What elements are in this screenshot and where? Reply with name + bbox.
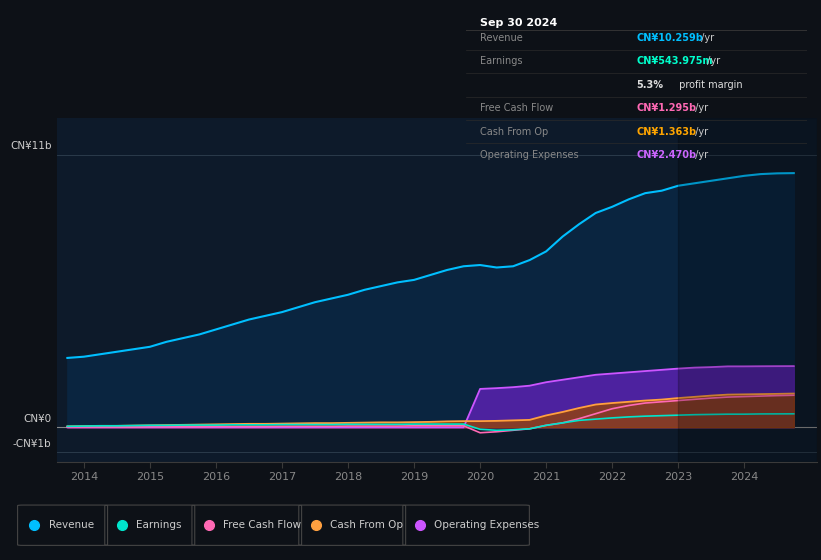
Text: Operating Expenses: Operating Expenses	[480, 150, 579, 160]
Text: Cash From Op: Cash From Op	[330, 520, 403, 530]
Text: /yr: /yr	[692, 150, 708, 160]
Text: /yr: /yr	[698, 33, 714, 43]
Text: Revenue: Revenue	[48, 520, 94, 530]
Text: Earnings: Earnings	[480, 57, 522, 67]
Text: Sep 30 2024: Sep 30 2024	[480, 18, 557, 28]
Text: Revenue: Revenue	[480, 33, 523, 43]
Text: Earnings: Earnings	[135, 520, 181, 530]
Text: CN¥10.259b: CN¥10.259b	[637, 33, 704, 43]
Text: CN¥543.975m: CN¥543.975m	[637, 57, 713, 67]
Text: Free Cash Flow: Free Cash Flow	[222, 520, 301, 530]
Text: CN¥1.295b: CN¥1.295b	[637, 103, 697, 113]
Bar	[678, 118, 817, 462]
Text: /yr: /yr	[692, 103, 708, 113]
Text: profit margin: profit margin	[676, 80, 742, 90]
Text: /yr: /yr	[704, 57, 720, 67]
Text: CN¥0: CN¥0	[23, 414, 52, 424]
Text: CN¥2.470b: CN¥2.470b	[637, 150, 697, 160]
Text: -CN¥1b: -CN¥1b	[13, 438, 52, 449]
Text: Cash From Op: Cash From Op	[480, 127, 548, 137]
Text: Free Cash Flow: Free Cash Flow	[480, 103, 553, 113]
Text: CN¥1.363b: CN¥1.363b	[637, 127, 697, 137]
Text: /yr: /yr	[692, 127, 708, 137]
Text: 5.3%: 5.3%	[637, 80, 663, 90]
Text: CN¥11b: CN¥11b	[10, 141, 52, 151]
Text: Operating Expenses: Operating Expenses	[433, 520, 539, 530]
